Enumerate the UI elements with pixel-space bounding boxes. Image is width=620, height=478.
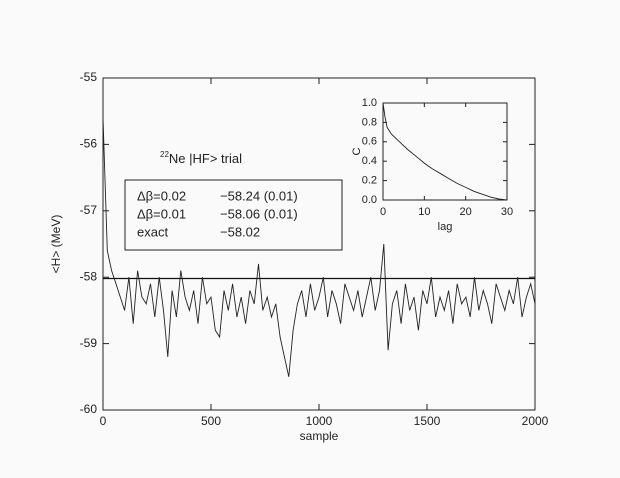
x-tick-label: 30 (501, 206, 513, 218)
x-axis-label: sample (300, 429, 339, 443)
y-tick-label: -58 (80, 269, 98, 283)
x-tick-label: 0 (380, 206, 386, 218)
legend-label: exact (137, 224, 168, 239)
y-tick-label: 0.0 (362, 194, 377, 206)
plot-frame (382, 102, 508, 201)
x-tick-label: 20 (460, 206, 472, 218)
y-tick-label: 0.8 (362, 116, 377, 128)
legend-value: −58.02 (220, 224, 260, 239)
y-tick-label: 0.6 (362, 136, 377, 148)
y-tick-label: -55 (80, 70, 98, 84)
plot-frame (102, 77, 536, 411)
data-line (102, 117, 536, 377)
x-tick-label: 500 (201, 414, 221, 428)
x-axis-label: lag (438, 221, 453, 233)
legend-box (124, 179, 343, 251)
y-tick-label: 0.4 (362, 155, 377, 167)
legend-value: −58.06 (0.01) (220, 206, 298, 221)
y-tick-label: 0.2 (362, 175, 377, 187)
y-tick-label: -57 (80, 203, 98, 217)
annotation: 22Ne |HF> trial (160, 150, 242, 166)
x-tick-label: 1000 (306, 414, 333, 428)
y-tick-label: -59 (80, 336, 98, 350)
data-line (382, 102, 508, 201)
legend-label: Δβ=0.02 (137, 188, 186, 203)
annotation-superscript: 22 (160, 150, 169, 159)
x-tick-label: 2000 (522, 414, 549, 428)
x-tick-label: 1500 (414, 414, 441, 428)
x-tick-label: 10 (418, 206, 430, 218)
annotation-text: Ne |HF> trial (169, 151, 242, 166)
y-tick-label: -60 (80, 402, 98, 416)
y-tick-label: 1.0 (362, 97, 377, 109)
x-tick-label: 0 (100, 414, 107, 428)
legend-label: Δβ=0.01 (137, 206, 186, 221)
legend-value: −58.24 (0.01) (220, 188, 298, 203)
y-tick-label: -56 (80, 137, 98, 151)
y-axis-label: C (351, 147, 363, 155)
y-axis-label: <H> (MeV) (49, 215, 63, 274)
